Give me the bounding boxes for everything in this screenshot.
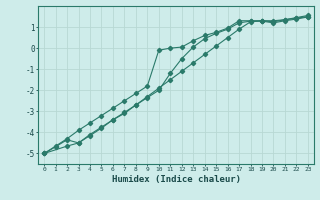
- X-axis label: Humidex (Indice chaleur): Humidex (Indice chaleur): [111, 175, 241, 184]
